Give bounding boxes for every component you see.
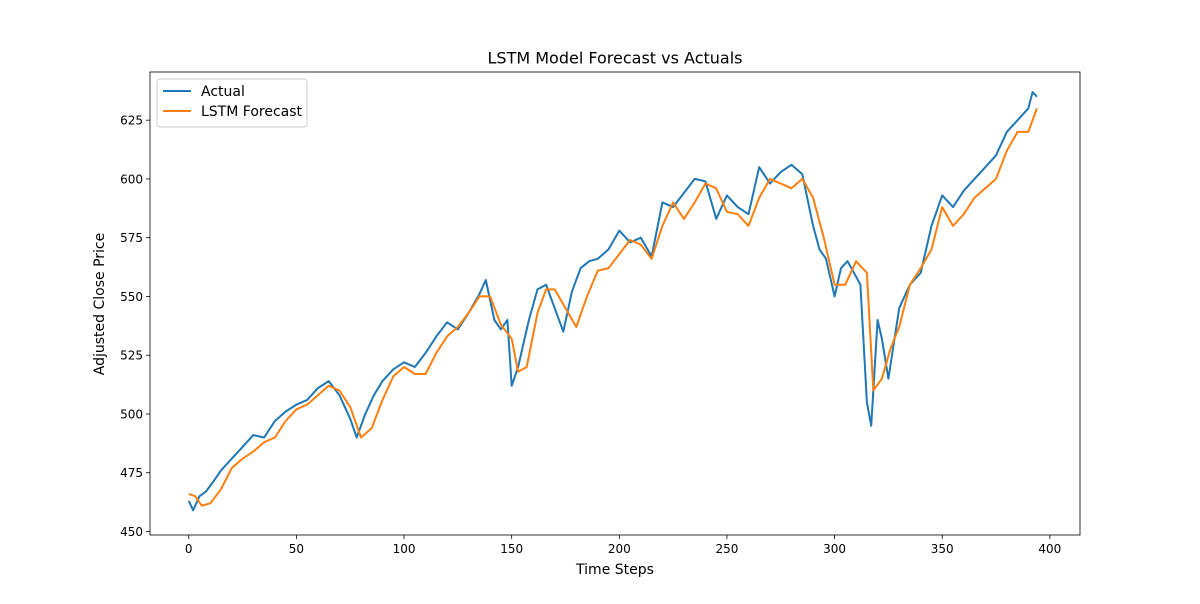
legend-box	[156, 78, 308, 128]
x-axis-label: Time Steps	[575, 562, 654, 578]
y-axis: 450 475 500 525 550 575 600 625	[120, 114, 150, 539]
legend: Actual LSTM Forecast	[156, 78, 308, 128]
legend-label-actual: Actual	[201, 84, 245, 100]
y-tick-label: 600	[120, 172, 143, 186]
y-axis-label: Adjusted Close Price	[92, 233, 108, 375]
x-axis: 0 50 100 150 200 250 300 350 400	[185, 535, 1061, 556]
x-tick-label: 350	[931, 542, 954, 556]
x-tick-label: 200	[608, 542, 631, 556]
x-tick-label: 300	[823, 542, 846, 556]
x-tick-label: 50	[289, 542, 304, 556]
plot-frame	[149, 71, 1081, 536]
series-line-lstm-forecast	[188, 108, 1038, 507]
y-tick-label: 450	[120, 525, 143, 539]
x-tick-label: 0	[185, 542, 193, 556]
y-tick-label: 500	[120, 407, 143, 421]
x-tick-label: 250	[715, 542, 738, 556]
y-tick-label: 575	[120, 231, 143, 245]
x-tick-label: 400	[1038, 542, 1061, 556]
y-tick-label: 475	[120, 466, 143, 480]
y-tick-label: 525	[120, 349, 143, 363]
chart-title: LSTM Model Forecast vs Actuals	[488, 49, 743, 68]
x-tick-label: 150	[500, 542, 523, 556]
legend-label-lstm-forecast: LSTM Forecast	[201, 104, 303, 120]
y-tick-label: 550	[120, 290, 143, 304]
y-tick-label: 625	[120, 114, 143, 128]
x-tick-label: 100	[393, 542, 416, 556]
